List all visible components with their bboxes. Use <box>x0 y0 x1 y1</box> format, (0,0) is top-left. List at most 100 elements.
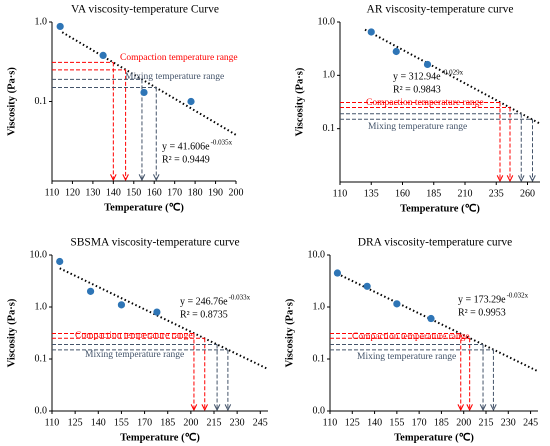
x-tick-label: 160 <box>395 188 410 199</box>
range-label: Compaction temperature range <box>75 331 193 341</box>
x-axis-title: Temperature (℃) <box>400 202 480 214</box>
x-tick-label: 110 <box>323 417 338 428</box>
x-tick-label: 170 <box>412 417 427 428</box>
x-tick-label: 200 <box>183 417 198 428</box>
x-tick-label: 110 <box>45 187 60 198</box>
x-axis-title: Temperature (℃) <box>104 201 184 213</box>
data-point <box>99 51 107 60</box>
range-label: Mixing temperature range <box>357 352 456 362</box>
trendline <box>336 272 539 373</box>
y-tick-label: 0.0 <box>35 405 48 416</box>
y-tick-label: 0.1 <box>35 353 48 364</box>
equation-exponent: -0.029x <box>442 69 464 77</box>
x-tick-label: 155 <box>389 417 404 428</box>
equation-exponent: -0.035x <box>211 139 233 147</box>
range-label: Mixing temperature range <box>368 122 467 132</box>
data-point <box>56 22 64 31</box>
data-point <box>333 269 342 277</box>
data-point <box>56 257 64 266</box>
x-tick-label: 180 <box>188 187 203 198</box>
data-point <box>427 314 435 323</box>
x-tick-label: 130 <box>85 187 100 198</box>
equation-exponent: -0.033x <box>229 294 251 302</box>
y-tick-label: 1.0 <box>35 16 48 27</box>
data-point <box>423 60 432 69</box>
x-tick-label: 170 <box>137 417 152 428</box>
x-tick-label: 110 <box>45 417 60 428</box>
trendline <box>61 31 237 136</box>
x-tick-label: 125 <box>68 417 83 428</box>
x-tick-label: 155 <box>114 417 129 428</box>
x-tick-label: 110 <box>333 188 348 199</box>
chart-title: VA viscosity-temperature Curve <box>71 4 219 16</box>
data-point <box>140 88 148 97</box>
x-tick-label: 230 <box>501 417 516 428</box>
y-axis-title: Viscosity (Pa·s) <box>284 298 295 367</box>
y-tick-label: 10.0 <box>30 249 48 260</box>
r-squared: R² = 0.9953 <box>458 307 506 318</box>
chart-title: AR viscosity-temperature curve <box>367 4 514 16</box>
x-tick-label: 140 <box>91 417 106 428</box>
equation-exponent: -0.032x <box>507 292 529 300</box>
x-tick-label: 170 <box>167 187 182 198</box>
y-tick-label: 1.0 <box>35 301 48 312</box>
x-tick-label: 190 <box>208 187 223 198</box>
y-tick-label: 1.0 <box>313 301 326 312</box>
x-tick-label: 185 <box>160 417 175 428</box>
r-squared: R² = 0.9843 <box>393 84 441 95</box>
x-tick-label: 185 <box>426 188 441 199</box>
x-tick-label: 235 <box>489 188 504 199</box>
y-axis-title: Viscosity (Pa·s) <box>6 298 17 367</box>
range-label: Mixing temperature range <box>125 72 224 82</box>
x-tick-label: 185 <box>434 417 449 428</box>
y-tick-label: 10.0 <box>308 249 326 260</box>
equation: y = 312.94e <box>393 71 441 82</box>
equation: y = 246.76e <box>180 296 228 307</box>
range-label: Compaction temperature range <box>366 98 484 108</box>
x-tick-label: 260 <box>520 188 535 199</box>
x-tick-label: 245 <box>523 417 538 428</box>
y-tick-label: 0.1 <box>323 123 336 134</box>
x-tick-label: 200 <box>456 417 471 428</box>
y-axis-title: Viscosity (Pa·s) <box>6 67 17 136</box>
x-tick-label: 160 <box>147 187 162 198</box>
y-tick-label: 1.0 <box>323 70 336 81</box>
data-point <box>117 301 126 309</box>
x-tick-label: 140 <box>106 187 121 198</box>
data-point <box>392 47 400 56</box>
chart-title: SBSMA viscosity-temperature curve <box>70 237 239 249</box>
x-tick-label: 215 <box>479 417 494 428</box>
range-label: Compaction temperature range <box>352 332 470 342</box>
range-label: Compaction temperature range <box>120 53 238 63</box>
y-tick-label: 0.0 <box>313 405 326 416</box>
y-tick-label: 10.0 <box>318 16 336 27</box>
y-tick-label: 0.1 <box>35 96 48 107</box>
x-tick-label: 245 <box>253 417 268 428</box>
data-point <box>393 300 401 308</box>
data-point <box>86 287 95 295</box>
x-tick-label: 140 <box>367 417 382 428</box>
x-tick-label: 150 <box>126 187 141 198</box>
data-point <box>363 282 371 290</box>
x-tick-label: 230 <box>230 417 245 428</box>
x-tick-label: 120 <box>65 187 80 198</box>
x-tick-label: 135 <box>364 188 379 199</box>
x-tick-label: 125 <box>345 417 360 428</box>
x-tick-label: 200 <box>229 187 244 198</box>
data-point <box>187 97 195 106</box>
x-axis-title: Temperature (℃) <box>394 431 474 443</box>
chart-title: DRA viscosity-temperature curve <box>358 237 513 249</box>
x-tick-label: 215 <box>207 417 222 428</box>
y-axis-title: Viscosity (Pa·s) <box>294 67 305 136</box>
range-label: Mixing temperature range <box>85 350 184 360</box>
r-squared: R² = 0.9449 <box>162 154 210 165</box>
y-tick-label: 0.1 <box>313 353 326 364</box>
equation: y = 173.29e <box>458 294 506 305</box>
trendline <box>59 267 269 370</box>
equation: y = 41.606e <box>162 141 210 152</box>
data-point <box>153 308 161 316</box>
data-point <box>367 28 375 36</box>
r-squared: R² = 0.8735 <box>180 309 228 320</box>
x-axis-title: Temperature (℃) <box>120 431 200 443</box>
